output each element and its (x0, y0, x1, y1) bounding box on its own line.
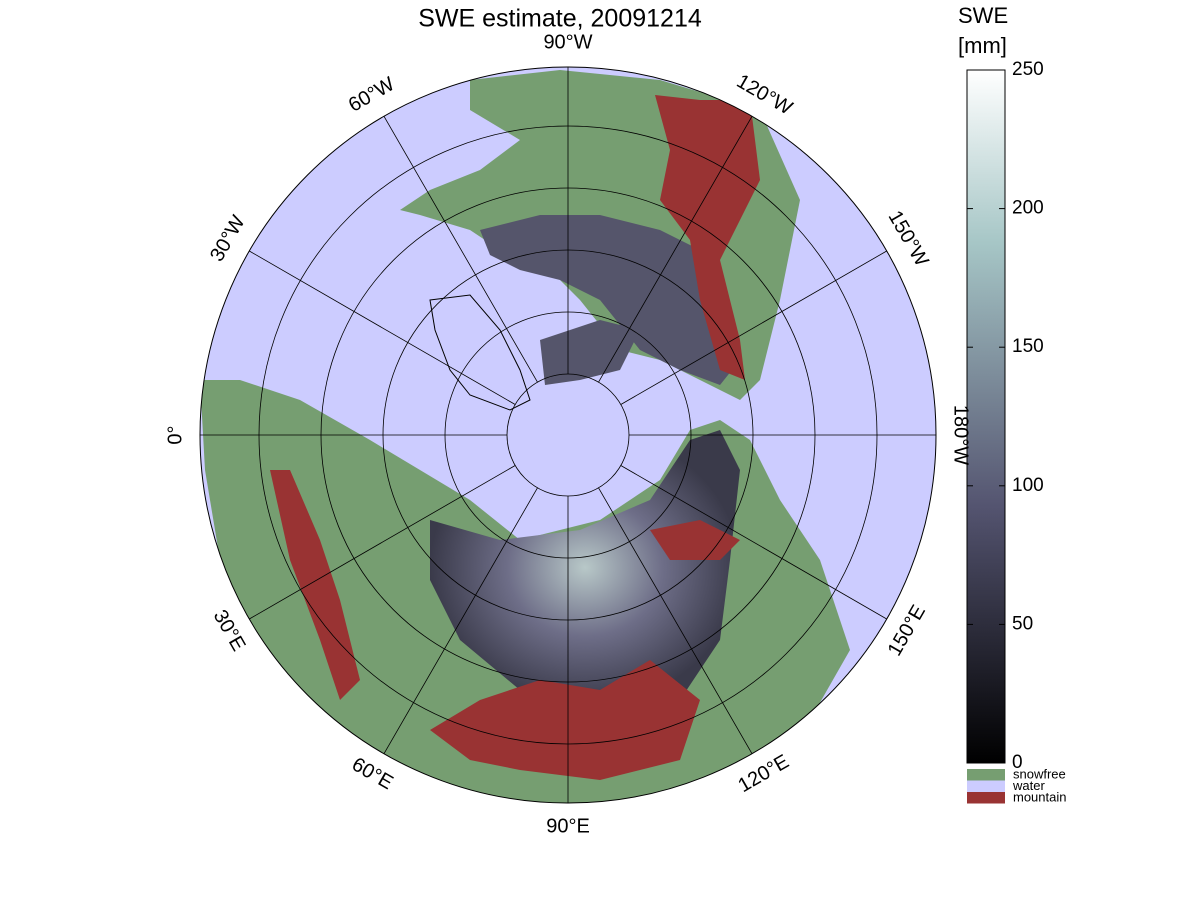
na-snow (480, 215, 740, 385)
meridian (383, 487, 538, 754)
colorbar-label: [mm] (958, 33, 1007, 58)
colorbar-tick-label: 50 (1012, 613, 1033, 634)
longitude-label: 90°E (546, 815, 590, 837)
colorbar-label: SWE (958, 3, 1008, 28)
longitude-label: 180°W (950, 405, 972, 465)
colorbar (966, 69, 1006, 764)
rockies (655, 95, 760, 380)
colorbar-tick-label: 0 (1012, 752, 1023, 773)
scandinavia-mountains (270, 470, 360, 700)
graticule (199, 66, 937, 804)
meridian (620, 250, 887, 405)
legend-label: snowfree (1013, 766, 1066, 781)
legend-label: water (1012, 778, 1045, 793)
legend-swatch (967, 769, 1005, 781)
longitude-label: 60°W (345, 73, 399, 117)
meridian (249, 465, 516, 620)
polar-map (200, 67, 936, 803)
legend-swatch (967, 780, 1005, 792)
colorbar-tick-label: 200 (1012, 198, 1044, 219)
longitude-label: 0° (164, 425, 186, 444)
meridian (383, 116, 538, 383)
longitude-label: 30°W (206, 212, 250, 266)
eurasia-snow (430, 430, 740, 705)
longitude-label: 90°W (543, 31, 592, 53)
asia-mountains (430, 660, 700, 780)
east-siberia-mountains (650, 520, 740, 560)
colorbar-tick-label: 250 (1012, 59, 1044, 80)
longitude-label: 60°E (348, 753, 397, 794)
colorbar-tick-label: 150 (1012, 336, 1044, 357)
land-masses (200, 70, 850, 803)
legend-swatch (967, 792, 1005, 804)
meridian (620, 465, 887, 620)
arctic-islands-snow (540, 320, 640, 385)
colorbar-tick-label: 100 (1012, 475, 1044, 496)
title: SWE estimate, 20091214 (418, 5, 702, 33)
meridian (598, 116, 753, 383)
meridian (598, 487, 753, 754)
longitude-label: 30°E (209, 606, 250, 655)
meridian (249, 250, 516, 405)
greenland-outline (429, 294, 531, 411)
legend-label: mountain (1013, 789, 1066, 804)
